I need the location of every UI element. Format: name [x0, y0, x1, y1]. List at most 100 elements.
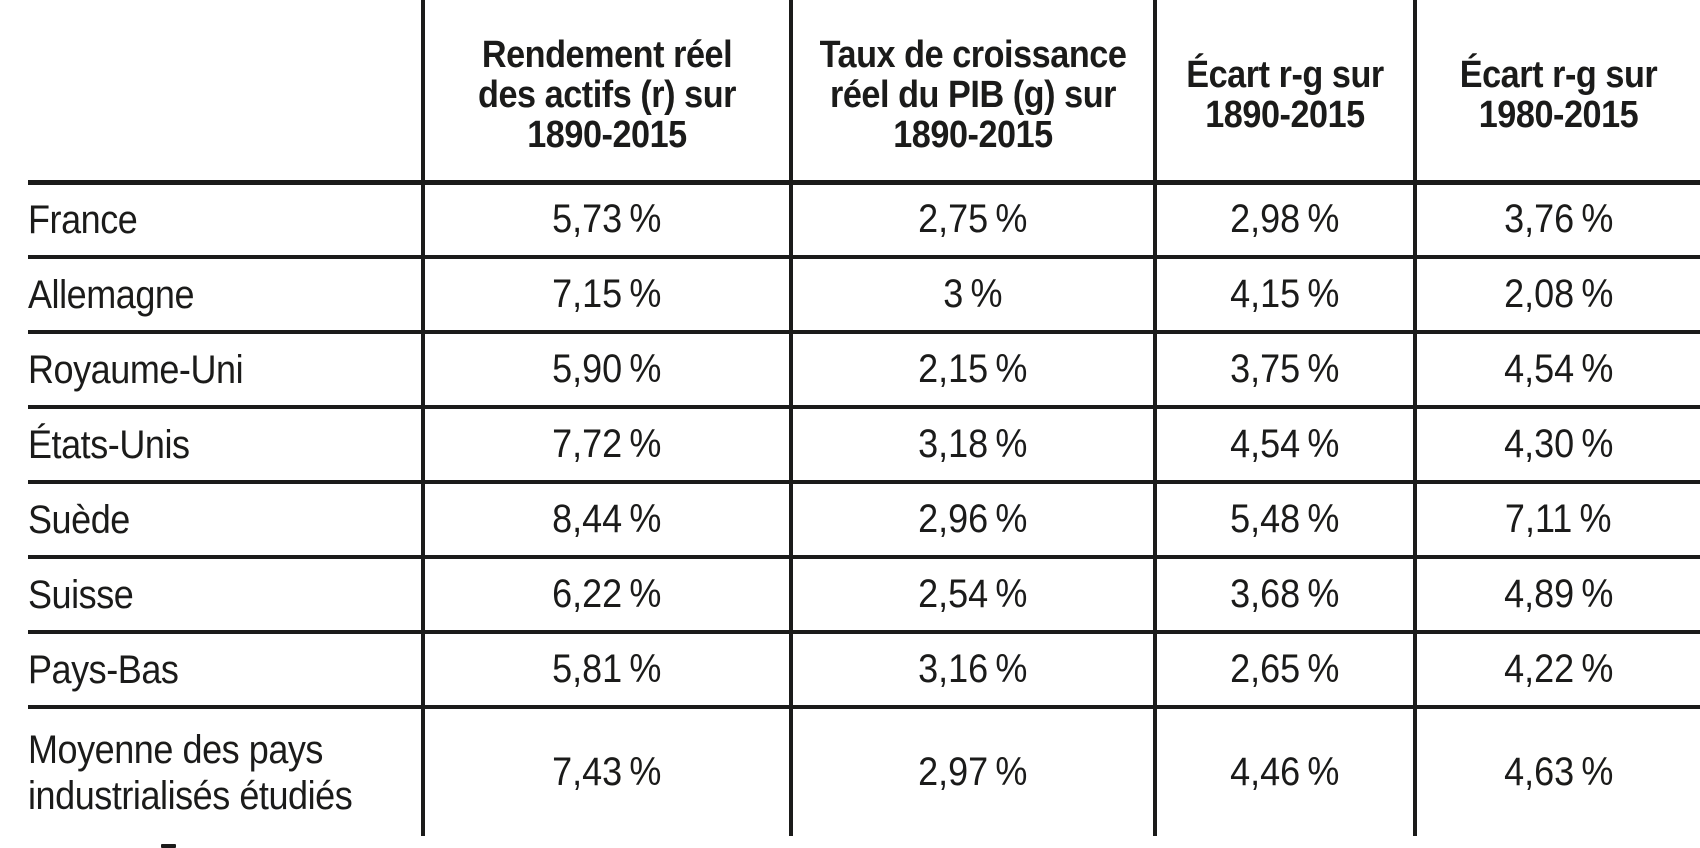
header-line: Écart r-g sur: [1186, 53, 1384, 96]
row-label: Moyenne des pays: [28, 727, 323, 772]
value-cell: 2,54 %: [789, 557, 1155, 634]
value-cell: 5,81 %: [421, 632, 791, 709]
value-text: 4,54 %: [1230, 422, 1340, 466]
value-text: 4,30 %: [1503, 422, 1614, 466]
value-cell: 8,44 %: [421, 482, 791, 559]
row-label: Royaume-Uni: [28, 347, 244, 392]
header-text: Rendement réel des actifs (r) sur 1890-201…: [443, 25, 771, 155]
header-cell-taux_croissance: Taux de croissance réel du PIB (g) sur 189…: [789, 0, 1155, 185]
header-text: Écart r-g sur 1980-2015: [1431, 45, 1686, 135]
value-cell: 3 %: [789, 257, 1155, 334]
header-line: Rendement réel: [481, 33, 733, 76]
value-cell: 7,15 %: [421, 257, 791, 334]
value-cell: 2,98 %: [1153, 182, 1415, 259]
value-text: 3,16 %: [918, 647, 1028, 691]
value-cell: 2,08 %: [1413, 257, 1700, 334]
header-text: Écart r-g sur 1890-2015: [1170, 45, 1400, 135]
value-cell: 4,63 %: [1413, 707, 1700, 836]
value-text: 6,22 %: [552, 572, 662, 616]
value-cell: 5,48 %: [1153, 482, 1415, 559]
header-line: des actifs (r) sur: [478, 73, 736, 116]
value-text: 4,54 %: [1503, 347, 1614, 391]
value-text: 7,15 %: [552, 272, 662, 316]
table-row: France 5,73 % 2,75 % 2,98 % 3,76 %: [28, 182, 1700, 259]
value-cell: 4,15 %: [1153, 257, 1415, 334]
value-cell: 4,54 %: [1153, 407, 1415, 484]
row-label: Allemagne: [28, 272, 195, 317]
table-row: États-Unis 7,72 % 3,18 % 4,54 % 4,30 %: [28, 407, 1700, 484]
value-text: 3 %: [943, 272, 1003, 316]
value-cell: 5,90 %: [421, 332, 791, 409]
header-line: 1890-2015: [527, 113, 687, 156]
value-text: 2,15 %: [918, 347, 1028, 391]
value-text: 3,18 %: [918, 422, 1028, 466]
value-cell: 3,68 %: [1153, 557, 1415, 634]
table-row: Pays-Bas 5,81 % 3,16 % 2,65 % 4,22 %: [28, 632, 1700, 709]
row-label-cell: Moyenne des pays industrialisés étudiés: [28, 707, 423, 836]
value-cell: 6,22 %: [421, 557, 791, 634]
value-cell: 2,75 %: [789, 182, 1155, 259]
value-cell: 4,89 %: [1413, 557, 1700, 634]
table-row: Suisse 6,22 % 2,54 % 3,68 % 4,89 %: [28, 557, 1700, 634]
value-text: 2,75 %: [918, 197, 1028, 242]
row-label: Pays-Bas: [28, 647, 179, 692]
cropped-caption-fragment: [161, 844, 176, 848]
value-text: 5,73 %: [552, 197, 662, 242]
row-label-cell: France: [28, 182, 423, 259]
value-cell: 2,96 %: [789, 482, 1155, 559]
value-cell: 4,22 %: [1413, 632, 1700, 709]
value-text: 5,81 %: [552, 647, 662, 691]
value-text: 2,98 %: [1230, 197, 1340, 242]
table-header: Rendement réel des actifs (r) sur 1890-201…: [28, 0, 1700, 185]
value-cell: 7,72 %: [421, 407, 791, 484]
row-label: Suède: [28, 497, 130, 542]
value-cell: 3,75 %: [1153, 332, 1415, 409]
header-cell-country: [28, 0, 423, 185]
value-cell: 4,30 %: [1413, 407, 1700, 484]
value-text: 2,96 %: [918, 497, 1028, 541]
value-text: 5,48 %: [1230, 497, 1340, 541]
header-line: réel du PIB (g) sur: [829, 73, 1117, 116]
header-line: Écart r-g sur: [1459, 53, 1658, 96]
value-text: 8,44 %: [552, 497, 662, 541]
value-text: 5,90 %: [552, 347, 662, 391]
value-cell: 7,11 %: [1413, 482, 1700, 559]
header-line: 1890-2015: [893, 113, 1053, 156]
value-cell: 4,54 %: [1413, 332, 1700, 409]
table-row: Suède 8,44 % 2,96 % 5,48 % 7,11 %: [28, 482, 1700, 559]
row-label: Suisse: [28, 572, 134, 617]
value-text: 7,11 %: [1505, 497, 1612, 541]
table-row: Royaume-Uni 5,90 % 2,15 % 3,75 % 4,54 %: [28, 332, 1700, 409]
row-label-cell: Royaume-Uni: [28, 332, 423, 409]
value-text: 3,75 %: [1230, 347, 1340, 391]
value-cell: 2,15 %: [789, 332, 1155, 409]
value-cell: 3,16 %: [789, 632, 1155, 709]
row-label-cell: Suisse: [28, 557, 423, 634]
value-text: 4,46 %: [1230, 750, 1340, 794]
table-row: Allemagne 7,15 % 3 % 4,15 % 2,08 %: [28, 257, 1700, 334]
table-row: Moyenne des pays industrialisés étudiés 7,…: [28, 707, 1700, 836]
value-cell: 5,73 %: [421, 182, 791, 259]
row-label-cell: États-Unis: [28, 407, 423, 484]
value-text: 2,97 %: [918, 750, 1028, 794]
r-g-table: Rendement réel des actifs (r) sur 1890-201…: [28, 0, 1700, 836]
value-cell: 3,18 %: [789, 407, 1155, 484]
header-line: 1980-2015: [1478, 93, 1639, 136]
value-cell: 3,76 %: [1413, 182, 1700, 259]
value-cell: 2,65 %: [1153, 632, 1415, 709]
row-label-cell: Allemagne: [28, 257, 423, 334]
row-label: industrialisés étudiés: [28, 773, 353, 818]
header-cell-rendement_reel: Rendement réel des actifs (r) sur 1890-201…: [421, 0, 791, 185]
table-body: France 5,73 % 2,75 % 2,98 % 3,76 % Allemagne 7…: [28, 182, 1700, 836]
row-label: États-Unis: [28, 422, 190, 467]
header-cell-ecart_rg_1890_2015: Écart r-g sur 1890-2015: [1153, 0, 1415, 185]
row-label-cell: Suède: [28, 482, 423, 559]
value-text: 3,68 %: [1230, 572, 1340, 616]
value-text: 7,43 %: [552, 750, 662, 794]
row-label-cell: Pays-Bas: [28, 632, 423, 709]
value-cell: 4,46 %: [1153, 707, 1415, 836]
header-row: Rendement réel des actifs (r) sur 1890-201…: [28, 0, 1700, 185]
header-cell-ecart_rg_1980_2015: Écart r-g sur 1980-2015: [1413, 0, 1700, 185]
value-text: 3,76 %: [1503, 197, 1614, 242]
